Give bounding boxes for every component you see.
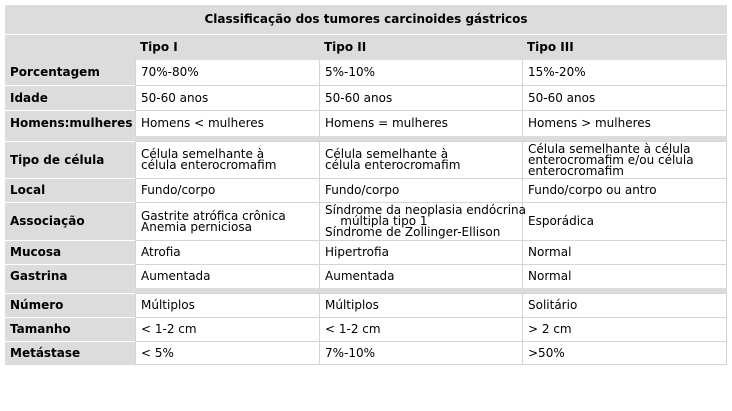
table-cell: 50-60 anos (135, 85, 319, 110)
table-row: Porcentagem 70%-80% 5%-10% 15%-20% (5, 60, 727, 85)
table-row: Gastrina Aumentada Aumentada Normal (5, 264, 727, 288)
table-row: Homens:mulheres Homens < mulheres Homens =… (5, 110, 727, 136)
column-header-tipo-1: Tipo I (135, 34, 319, 60)
column-header-blank (5, 34, 135, 60)
row-label: Porcentagem (5, 60, 135, 85)
group-separator (5, 136, 727, 141)
table-cell: < 1-2 cm (135, 317, 319, 341)
row-label: Mucosa (5, 240, 135, 264)
table-cell: Fundo/corpo (135, 178, 319, 202)
classification-table-container: Classificação dos tumores carcinoides gá… (5, 5, 727, 365)
table-cell: Hipertrofia (319, 240, 522, 264)
table-cell: 50-60 anos (319, 85, 522, 110)
table-cell: Homens > mulheres (522, 110, 727, 136)
table-cell: Solitário (522, 293, 727, 317)
table-cell: Fundo/corpo ou antro (522, 178, 727, 202)
table-cell: Aumentada (135, 264, 319, 288)
table-row: Local Fundo/corpo Fundo/corpo Fundo/corpo o… (5, 178, 727, 202)
table-row: Associação Gastrite atrófica crônica Anem… (5, 202, 727, 240)
row-label: Metástase (5, 341, 135, 365)
classification-table: Classificação dos tumores carcinoides gá… (5, 5, 727, 365)
row-label: Tipo de célula (5, 141, 135, 178)
group-separator-cell (5, 136, 727, 141)
row-label: Idade (5, 85, 135, 110)
table-cell: 5%-10% (319, 60, 522, 85)
table-cell: Normal (522, 240, 727, 264)
row-label: Local (5, 178, 135, 202)
table-cell: 7%-10% (319, 341, 522, 365)
row-label: Associação (5, 202, 135, 240)
column-header-row: Tipo I Tipo II Tipo III (5, 34, 727, 60)
table-cell: Esporádica (522, 202, 727, 240)
group-separator (5, 288, 727, 293)
table-cell: > 2 cm (522, 317, 727, 341)
table-cell: < 1-2 cm (319, 317, 522, 341)
row-label: Número (5, 293, 135, 317)
table-body: Porcentagem 70%-80% 5%-10% 15%-20% Idade 50-6… (5, 60, 727, 365)
table-cell: Múltiplos (135, 293, 319, 317)
table-cell: 70%-80% (135, 60, 319, 85)
column-header-tipo-3: Tipo III (522, 34, 727, 60)
table-cell: Homens < mulheres (135, 110, 319, 136)
row-label: Gastrina (5, 264, 135, 288)
table-cell: < 5% (135, 341, 319, 365)
table-row: Metástase < 5% 7%-10% >50% (5, 341, 727, 365)
table-cell: Célula semelhante à célula enterocromafi… (135, 141, 319, 178)
row-label: Homens:mulheres (5, 110, 135, 136)
table-row: Mucosa Atrofia Hipertrofia Normal (5, 240, 727, 264)
table-cell: Normal (522, 264, 727, 288)
table-cell: Célula semelhante à célula enterocromafi… (319, 141, 522, 178)
column-header-tipo-2: Tipo II (319, 34, 522, 60)
table-cell: Aumentada (319, 264, 522, 288)
table-cell: 50-60 anos (522, 85, 727, 110)
table-cell: Célula semelhante à célula enterocromafi… (522, 141, 727, 178)
table-cell: Atrofia (135, 240, 319, 264)
table-row: Tipo de célula Célula semelhante à célula… (5, 141, 727, 178)
table-cell: Gastrite atrófica crônica Anemia pernici… (135, 202, 319, 240)
table-cell: Síndrome da neoplasia endócrina múltipla… (319, 202, 526, 240)
table-row: Número Múltiplos Múltiplos Solitário (5, 293, 727, 317)
table-cell: Múltiplos (319, 293, 522, 317)
row-label: Tamanho (5, 317, 135, 341)
group-separator-cell (5, 288, 727, 293)
table-row: Tamanho < 1-2 cm < 1-2 cm > 2 cm (5, 317, 727, 341)
table-cell: Homens = mulheres (319, 110, 522, 136)
table-cell: Fundo/corpo (319, 178, 522, 202)
table-cell: >50% (522, 341, 727, 365)
table-row: Idade 50-60 anos 50-60 anos 50-60 anos (5, 85, 727, 110)
table-title: Classificação dos tumores carcinoides gá… (5, 5, 727, 34)
table-cell: 15%-20% (522, 60, 727, 85)
